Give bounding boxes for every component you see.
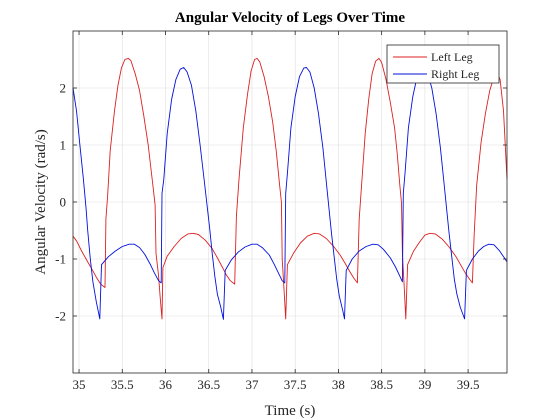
legend: Left Leg Right Leg bbox=[386, 44, 500, 84]
x-tick-label: 36.5 bbox=[197, 377, 220, 392]
x-tick-label: 35.5 bbox=[111, 377, 134, 392]
x-tick-label: 39 bbox=[418, 377, 431, 392]
legend-label-right-leg: Right Leg bbox=[431, 67, 479, 81]
x-tick-label: 37.5 bbox=[284, 377, 307, 392]
x-tick-label: 35 bbox=[73, 377, 86, 392]
y-tick-label: -2 bbox=[55, 309, 66, 324]
x-axis-label: Time (s) bbox=[265, 403, 316, 419]
tick-labels: 35 35.5 36 36.5 37 37.5 38 38.5 39 39.5 -2 -1 0 1 2 bbox=[55, 81, 479, 393]
y-axis-label: Angular Velocity (rad/s) bbox=[33, 129, 49, 275]
x-tick-label: 39.5 bbox=[457, 377, 480, 392]
y-tick-label: 1 bbox=[60, 138, 67, 153]
x-tick-label: 37 bbox=[245, 377, 259, 392]
x-tick-label: 36 bbox=[159, 377, 173, 392]
x-tick-label: 38.5 bbox=[370, 377, 393, 392]
y-tick-label: 2 bbox=[60, 81, 67, 96]
y-tick-label: -1 bbox=[55, 252, 66, 267]
series-line-left-leg bbox=[72, 57, 508, 320]
x-tick-label: 38 bbox=[332, 377, 345, 392]
legend-box bbox=[386, 44, 500, 84]
y-tick-label: 0 bbox=[60, 195, 67, 210]
ticks bbox=[73, 31, 507, 373]
legend-label-left-leg: Left Leg bbox=[431, 50, 473, 64]
chart-title: Angular Velocity of Legs Over Time bbox=[175, 10, 405, 26]
series-lines bbox=[72, 57, 508, 320]
series-line-right-leg bbox=[72, 67, 508, 320]
